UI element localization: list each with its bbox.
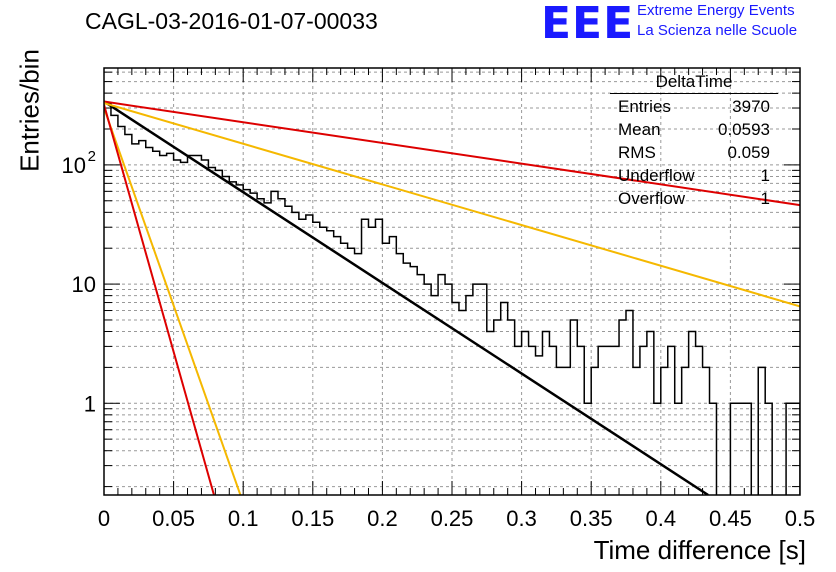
x-tick-label: 0.3	[506, 506, 537, 531]
x-tick-label: 0.15	[291, 506, 334, 531]
y-tick-label: 10	[62, 153, 86, 178]
stats-value: 3970	[732, 97, 770, 116]
y-axis-label: Entries/bin	[14, 49, 45, 172]
x-tick-label: 0.1	[228, 506, 259, 531]
stats-value: 1	[760, 166, 770, 185]
reference-curve	[104, 100, 800, 207]
eee-logo: EEE	[541, 0, 635, 49]
stats-row-underflow: Underflow 1	[610, 164, 778, 187]
x-tick-label: 0.35	[570, 506, 613, 531]
stats-value: 0.0593	[718, 120, 770, 139]
stats-row-entries: Entries 3970	[610, 95, 778, 118]
stats-row-rms: RMS 0.059	[610, 141, 778, 164]
stats-row-mean: Mean 0.0593	[610, 118, 778, 141]
stats-value: 0.059	[727, 143, 770, 162]
x-tick-label: 0.25	[431, 506, 474, 531]
x-tick-label: 0.45	[709, 506, 752, 531]
y-tick-label: 1	[84, 391, 96, 416]
stats-label: Mean	[618, 120, 661, 139]
x-tick-label: 0.5	[785, 506, 816, 531]
x-axis-label: Time difference [s]	[593, 535, 806, 565]
reference-curve	[104, 104, 215, 495]
stats-label: Entries	[618, 97, 671, 116]
stats-label: Overflow	[618, 189, 686, 208]
chart-title: CAGL-03-2016-01-07-00033	[85, 8, 378, 34]
histogram	[104, 102, 800, 495]
y-tick-exponent: 2	[88, 148, 96, 165]
stats-box: DeltaTime Entries 3970 Mean 0.0593 RMS 0.05…	[610, 72, 778, 210]
y-tick-label: 10	[72, 272, 96, 297]
x-tick-label: 0.05	[152, 506, 195, 531]
logo-tagline-2: La Scienza nelle Scuole	[637, 22, 798, 39]
x-tick-label: 0.4	[646, 506, 677, 531]
stats-label: RMS	[618, 143, 656, 162]
plot-frame	[103, 67, 801, 496]
x-tick-label: 0.2	[367, 506, 398, 531]
stats-label: Underflow	[618, 166, 695, 185]
x-tick-label: 0	[98, 506, 110, 531]
logo-tagline-1: Extreme Energy Events	[637, 2, 795, 19]
stats-value: 1	[760, 189, 770, 208]
reference-curve	[104, 107, 242, 495]
fit-line	[104, 100, 709, 495]
stats-row-overflow: Overflow 1	[610, 187, 778, 210]
stats-box-title: DeltaTime	[610, 72, 778, 94]
reference-curve	[104, 102, 800, 308]
